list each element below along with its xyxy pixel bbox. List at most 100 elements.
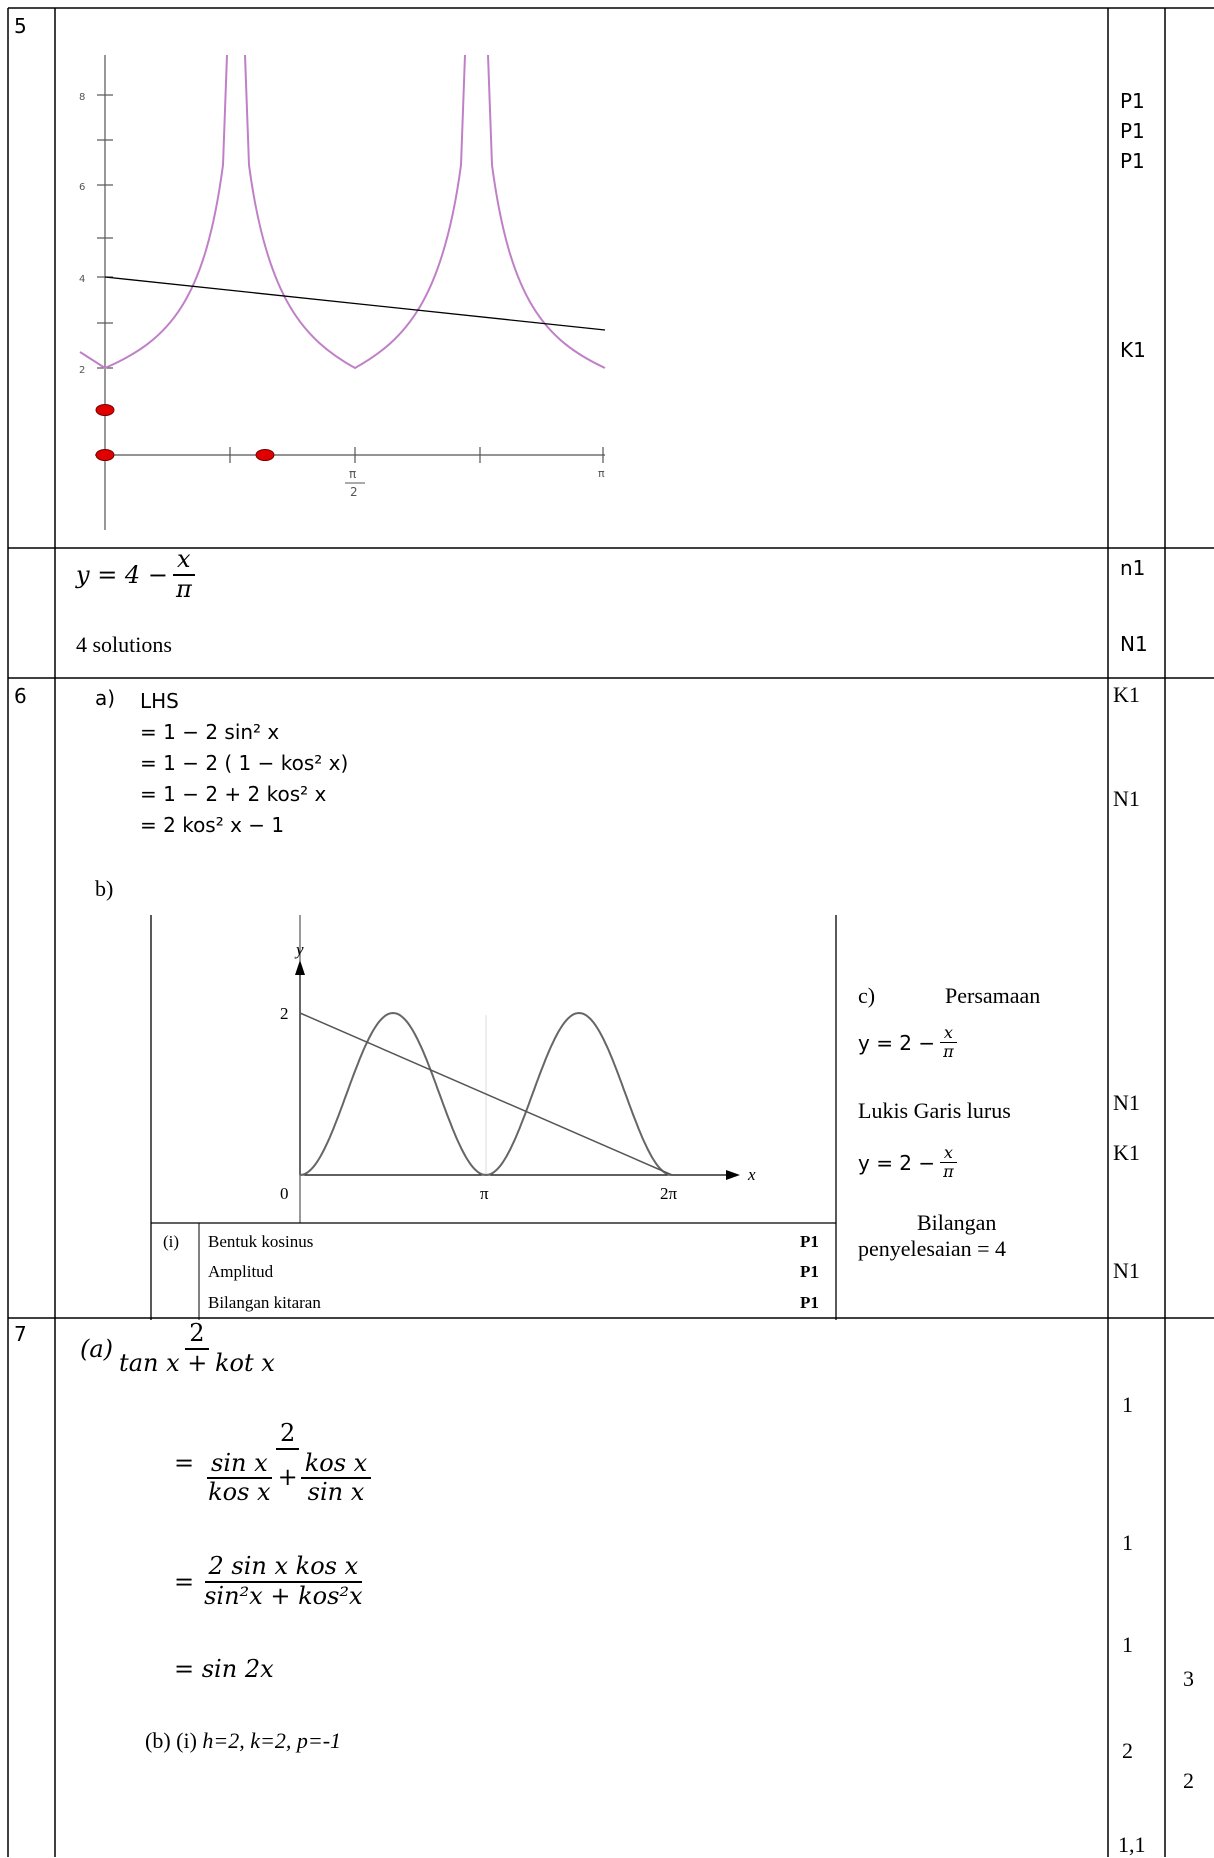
plus-sign: + xyxy=(277,1463,298,1492)
question-number-7: 7 xyxy=(14,1322,27,1346)
mark: 1 xyxy=(1122,1392,1133,1417)
x-tick-pi-num: π xyxy=(349,467,356,481)
criteria-mark: P1 xyxy=(800,1293,819,1312)
fraction-denominator: sin²x + kos²x xyxy=(204,1581,363,1610)
criteria-mark: P1 xyxy=(800,1262,819,1281)
q5-marker-dot xyxy=(95,449,115,461)
mark: 1 xyxy=(1122,1530,1133,1555)
total-mark: 3 xyxy=(1183,1666,1194,1691)
criteria-mark: P1 xyxy=(800,1232,819,1251)
mark: 1 xyxy=(1122,1632,1133,1657)
x-tick-0: 0 xyxy=(280,1184,289,1203)
q5-straight-line xyxy=(104,276,606,331)
fraction-numerator: 2 sin x kos x xyxy=(204,1552,363,1583)
q5-curve-branch-3 xyxy=(487,55,606,369)
y-tick-8: 8 xyxy=(79,92,85,103)
working-line: = 1 − 2 sin² x xyxy=(140,720,280,744)
equation-lhs: y = 2 − xyxy=(858,1030,936,1055)
mark: K1 xyxy=(1113,682,1140,707)
mark: n1 xyxy=(1120,556,1146,580)
working-line: LHS xyxy=(140,689,179,713)
q6-part-b-label: b) xyxy=(95,876,114,901)
equation-numerator: x xyxy=(939,1023,957,1044)
q7-part-b: (b) (i) h=2, k=2, p=-1 xyxy=(145,1728,341,1754)
mark: P1 xyxy=(1120,89,1145,113)
q5-marker-dot xyxy=(255,449,275,461)
equation-numerator: x xyxy=(173,545,195,576)
fraction-numerator: kos x xyxy=(300,1449,372,1480)
working-line: = 2 kos² x − 1 xyxy=(140,813,285,837)
part-b-label: (b) (i) xyxy=(145,1728,203,1753)
mark: 2 xyxy=(1122,1738,1133,1763)
criteria-num: (i) xyxy=(163,1232,179,1251)
equation-lhs: y = 2 − xyxy=(858,1150,936,1175)
q6-part-a-label: a) xyxy=(95,686,116,710)
x-tick-end: π xyxy=(598,467,605,480)
y-tick-4: 4 xyxy=(79,274,85,285)
q6-part-c-label: c) xyxy=(858,983,876,1008)
q5-solutions-text: 4 solutions xyxy=(76,632,172,657)
total-mark: 2 xyxy=(1183,1768,1194,1793)
mark: P1 xyxy=(1120,119,1145,143)
q5-graph: 8 6 4 2 π 2 π xyxy=(79,55,606,530)
equation-denominator: π xyxy=(175,574,192,603)
q6-cos-curve xyxy=(299,1011,673,1177)
q5-curve-branch-2 xyxy=(244,55,466,370)
q6-count-line-2: penyelesaian = 4 xyxy=(858,1236,1007,1261)
q6-draw-line-text: Lukis Garis lurus xyxy=(858,1098,1011,1123)
working-line: = 1 − 2 + 2 kos² x xyxy=(140,782,327,806)
criteria-text: Bilangan kitaran xyxy=(208,1293,321,1312)
mark: N1 xyxy=(1113,1090,1140,1115)
mark: N1 xyxy=(1120,632,1148,656)
mark: P1 xyxy=(1120,149,1145,173)
q6-part-a-working: LHS = 1 − 2 sin² x = 1 − 2 ( 1 − kos² x)… xyxy=(140,686,348,841)
q6-equation-2: y = 2 − x π xyxy=(858,1143,958,1182)
mark: 1,1 xyxy=(1118,1832,1146,1857)
q6-straight-line xyxy=(299,1012,673,1176)
fraction-numerator: 2 xyxy=(276,1419,300,1450)
criteria-text: Bentuk kosinus xyxy=(208,1232,313,1251)
q6-part-c-title: Persamaan xyxy=(945,983,1041,1008)
q7-expression-3: = 2 sin x kos x sin²x + kos²x xyxy=(174,1552,367,1610)
equation-lhs: y = 4 − xyxy=(76,560,168,589)
fraction-denominator: kos x xyxy=(208,1478,271,1507)
q6-count-line-1: Bilangan xyxy=(917,1210,997,1235)
q7-expression-2: = 2 sin x kos x + kos x sin x xyxy=(174,1419,375,1507)
x-tick-2pi: 2π xyxy=(660,1184,678,1203)
q5-marks-column: P1 P1 P1 xyxy=(1120,86,1145,176)
fraction-numerator: 2 xyxy=(185,1319,209,1350)
fraction-denominator: sin x xyxy=(307,1478,365,1507)
x-axis-label: x xyxy=(747,1165,756,1184)
q7-result: = sin 2x xyxy=(174,1655,274,1683)
mark: N1 xyxy=(1113,786,1140,811)
x-tick-pi: π xyxy=(480,1184,489,1203)
fraction-denominator: tan x + kot x xyxy=(119,1348,275,1377)
question-number-6: 6 xyxy=(14,684,27,708)
equation-denominator: π xyxy=(943,1042,954,1062)
equals-sign: = xyxy=(174,1449,195,1478)
equals-sign: = xyxy=(174,1567,195,1596)
y-axis-label: y xyxy=(294,940,304,959)
y-tick-6: 6 xyxy=(79,182,85,193)
x-tick-pi-den: 2 xyxy=(350,485,358,499)
criteria-text: Amplitud xyxy=(208,1262,274,1281)
fraction-numerator: sin x xyxy=(207,1449,272,1480)
q6-equation-1: y = 2 − x π xyxy=(858,1023,958,1062)
mark: K1 xyxy=(1120,338,1146,362)
y-tick-2: 2 xyxy=(280,1004,289,1023)
mark: K1 xyxy=(1113,1140,1140,1165)
working-line: = 1 − 2 ( 1 − kos² x) xyxy=(140,751,349,775)
q5-line-equation: y = 4 − x π xyxy=(76,545,196,603)
equation-denominator: π xyxy=(943,1162,954,1182)
equation-numerator: x xyxy=(939,1143,957,1164)
q6-graph: y x 2 0 π 2π (i) Bentuk kosinus P1 Ampli… xyxy=(150,915,837,1320)
question-number-5: 5 xyxy=(14,14,27,38)
mark: N1 xyxy=(1113,1258,1140,1283)
q5-curve-branch-1 xyxy=(79,55,228,370)
part-a-label: (a) xyxy=(80,1334,114,1363)
q5-marker-dot xyxy=(95,404,115,416)
part-b-values: h=2, k=2, p=-1 xyxy=(202,1728,342,1753)
q7-expression-1: (a) 2 tan x + kot x xyxy=(80,1319,279,1377)
